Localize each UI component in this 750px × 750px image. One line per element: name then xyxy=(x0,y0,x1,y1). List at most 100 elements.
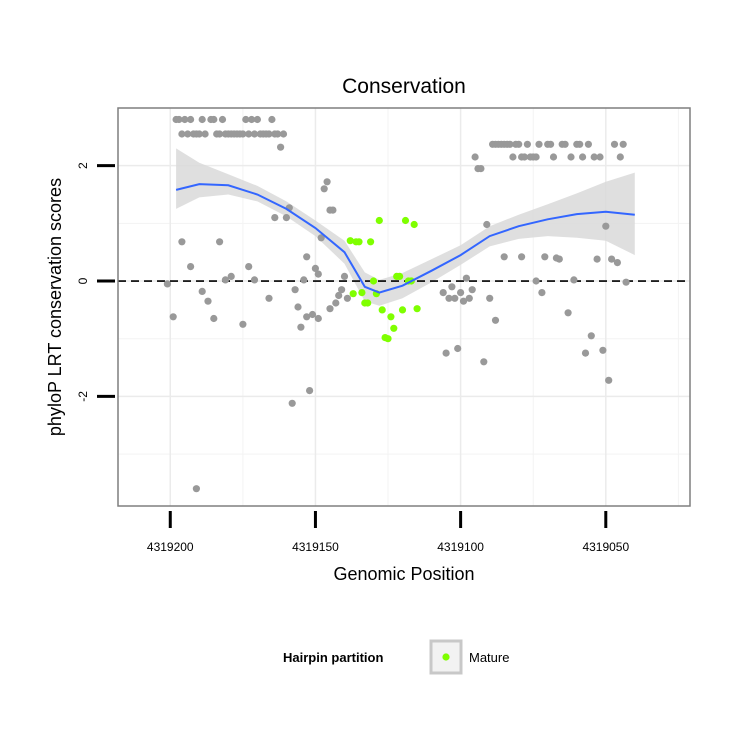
data-point xyxy=(477,165,485,173)
data-point xyxy=(622,278,630,286)
data-point xyxy=(442,349,450,357)
data-point xyxy=(210,314,218,323)
panel-border xyxy=(117,107,691,507)
data-point xyxy=(619,140,627,148)
data-point xyxy=(445,294,453,302)
data-point xyxy=(326,305,334,313)
data-point xyxy=(332,299,340,307)
data-point-mature xyxy=(387,313,395,321)
legend-label-mature: Mature xyxy=(469,650,509,665)
data-point-mature xyxy=(378,306,386,314)
data-point xyxy=(532,277,540,285)
data-point-mature xyxy=(410,220,418,229)
x-tick-label: 4319050 xyxy=(582,540,629,554)
data-point xyxy=(515,140,523,148)
data-point xyxy=(451,294,459,302)
data-point xyxy=(486,294,494,302)
data-point xyxy=(218,115,227,124)
data-point xyxy=(610,140,619,148)
data-point xyxy=(535,140,543,148)
data-point xyxy=(291,286,299,294)
data-point xyxy=(178,238,186,246)
confidence-band-area xyxy=(176,148,635,306)
data-point xyxy=(250,276,259,284)
data-point xyxy=(320,185,328,193)
chart-title: Conservation xyxy=(342,75,466,98)
data-point xyxy=(242,115,250,124)
legend: Hairpin partition Mature xyxy=(283,639,509,675)
grid-lines xyxy=(118,108,690,506)
legend-title: Hairpin partition xyxy=(283,650,383,665)
data-point-mature xyxy=(346,237,354,245)
data-point xyxy=(523,140,532,148)
data-point xyxy=(204,297,212,305)
y-axis-title: phyloP LRT conservation scores xyxy=(45,178,65,436)
data-point xyxy=(314,270,322,278)
data-point-mature xyxy=(349,290,357,298)
data-point xyxy=(181,115,189,124)
data-point xyxy=(187,115,195,124)
data-point xyxy=(288,399,296,407)
data-point-mature xyxy=(390,324,398,332)
data-point xyxy=(245,263,253,271)
data-point xyxy=(599,346,607,354)
data-point-mature xyxy=(364,299,372,307)
y-tick-label: -2 xyxy=(76,391,90,402)
data-point xyxy=(210,115,218,124)
data-point xyxy=(195,130,203,138)
data-point xyxy=(491,316,500,324)
data-point xyxy=(311,264,319,272)
data-point xyxy=(457,289,465,297)
data-point-mature xyxy=(396,272,404,280)
data-point xyxy=(590,153,598,161)
data-point-mature xyxy=(358,289,366,297)
data-point xyxy=(340,272,349,280)
data-point xyxy=(605,376,613,384)
x-tick-label: 4319150 xyxy=(292,540,339,554)
confidence-band xyxy=(176,148,635,306)
data-point xyxy=(570,276,578,284)
data-point xyxy=(459,297,468,305)
data-point xyxy=(555,255,563,263)
data-point xyxy=(564,309,572,317)
data-point xyxy=(506,140,514,148)
data-point xyxy=(250,130,259,138)
data-point xyxy=(163,280,171,288)
data-point xyxy=(317,234,325,242)
data-point xyxy=(282,214,290,222)
data-point xyxy=(303,253,311,261)
data-point xyxy=(439,289,447,297)
data-point xyxy=(613,259,622,267)
data-point xyxy=(468,286,476,294)
data-point xyxy=(335,291,343,300)
data-point xyxy=(294,303,302,311)
data-point xyxy=(271,214,279,222)
data-point xyxy=(500,253,508,261)
y-tick-label: 0 xyxy=(76,277,90,284)
data-point xyxy=(300,276,308,284)
data-point xyxy=(471,153,479,161)
plot-panel xyxy=(117,107,691,507)
data-point xyxy=(480,358,488,366)
data-point xyxy=(268,115,276,124)
y-axis: 2 0 -2 xyxy=(76,162,115,402)
data-point xyxy=(547,140,555,148)
data-point xyxy=(277,143,285,151)
data-point xyxy=(216,238,224,246)
data-point xyxy=(198,287,206,295)
data-point xyxy=(465,294,473,302)
data-point xyxy=(532,153,540,161)
data-point xyxy=(169,313,177,321)
x-tick-label: 4319100 xyxy=(437,540,484,554)
data-point xyxy=(581,349,590,357)
smooth-line xyxy=(175,183,635,294)
data-point-mature xyxy=(413,305,421,313)
data-point-mature xyxy=(369,277,378,285)
data-point-mature xyxy=(401,216,410,225)
data-point xyxy=(549,153,558,161)
x-axis-title: Genomic Position xyxy=(333,564,474,584)
data-point-mature xyxy=(384,335,392,343)
data-point xyxy=(541,253,549,261)
data-point xyxy=(306,387,314,395)
